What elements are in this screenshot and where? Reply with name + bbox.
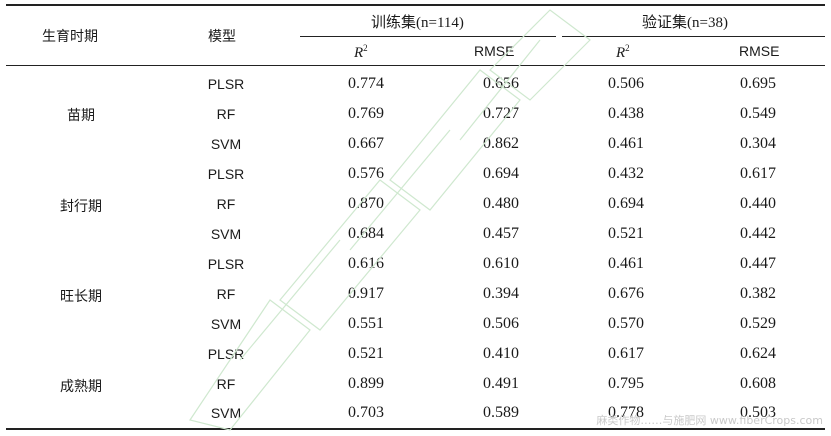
valid-group-rule [562,36,825,37]
valid-r2-cell: 0.570 [608,315,644,332]
valid-rmse-cell: 0.549 [740,105,776,122]
valid-rmse-cell: 0.695 [740,75,776,92]
r2-exponent: 2 [625,43,630,53]
train-rmse-cell: 0.394 [483,285,519,302]
train-rmse-cell: 0.694 [483,165,519,182]
bottom-rule [6,428,825,430]
valid-r2-cell: 0.617 [608,345,644,362]
train-r2-cell: 0.576 [348,165,384,182]
site-watermark: 麻类作物……与施肥网 www.fiberCrops.com [596,414,823,427]
stage-label: 旺长期 [60,289,102,305]
valid-r2-cell: 0.795 [608,375,644,392]
train-rmse-cell: 0.727 [483,105,519,122]
valid-rmse-cell: 0.617 [740,165,776,182]
train-rmse-cell: 0.480 [483,195,519,212]
train-r2-cell: 0.703 [348,404,384,421]
model-cell: RF [216,106,236,122]
header-valid-rmse: RMSE [739,43,780,59]
model-cell: PLSR [207,256,245,272]
table-row: RF 0.899 0.491 0.795 0.608 [6,369,825,399]
header-train-group: 训练集(n=114) [371,11,464,32]
valid-rmse-cell: 0.529 [740,315,776,332]
train-r2-cell: 0.769 [348,105,384,122]
model-cell: PLSR [207,346,245,362]
train-rmse-cell: 0.506 [483,315,519,332]
valid-r2-cell: 0.432 [608,165,644,182]
valid-rmse-cell: 0.304 [740,135,776,152]
results-table: 生育时期 模型 训练集(n=114) 验证集(n=38) R2 RMSE R2 … [6,0,825,436]
train-rmse-cell: 0.862 [483,135,519,152]
header-train-r2: R2 [354,43,368,62]
stage-label: 成熟期 [60,379,102,395]
top-rule [6,4,825,6]
header-stage: 生育时期 [42,29,98,45]
train-rmse-cell: 0.457 [483,225,519,242]
table-row: PLSR 0.616 0.610 0.461 0.447 [6,249,825,279]
valid-rmse-cell: 0.442 [740,225,776,242]
model-cell: SVM [210,136,242,152]
train-rmse-cell: 0.589 [483,404,519,421]
model-cell: RF [216,376,236,392]
table-row: RF 0.917 0.394 0.676 0.382 [6,279,825,309]
train-rmse-cell: 0.491 [483,375,519,392]
valid-rmse-cell: 0.447 [740,255,776,272]
model-cell: SVM [210,316,242,332]
valid-rmse-cell: 0.382 [740,285,776,302]
table-row: PLSR 0.576 0.694 0.432 0.617 [6,159,825,189]
train-r2-cell: 0.774 [348,75,384,92]
valid-r2-cell: 0.521 [608,225,644,242]
train-r2-cell: 0.551 [348,315,384,332]
train-r2-cell: 0.667 [348,135,384,152]
train-r2-cell: 0.899 [348,375,384,392]
table-row: SVM 0.551 0.506 0.570 0.529 [6,309,825,339]
model-cell: PLSR [207,76,245,92]
table-row: RF 0.870 0.480 0.694 0.440 [6,189,825,219]
model-cell: SVM [210,405,242,421]
table-row: SVM 0.684 0.457 0.521 0.442 [6,219,825,249]
table-row: RF 0.769 0.727 0.438 0.549 [6,99,825,129]
train-r2-cell: 0.521 [348,345,384,362]
valid-r2-cell: 0.438 [608,105,644,122]
valid-rmse-cell: 0.440 [740,195,776,212]
header-model: 模型 [208,29,236,45]
header-valid-group-label: 验证集(n=38) [642,15,728,31]
valid-r2-cell: 0.694 [608,195,644,212]
train-r2-cell: 0.917 [348,285,384,302]
model-cell: PLSR [207,166,245,182]
model-cell: RF [216,196,236,212]
header-rule [6,65,825,66]
header-valid-group: 验证集(n=38) [642,11,728,32]
train-r2-cell: 0.870 [348,195,384,212]
train-r2-cell: 0.616 [348,255,384,272]
r2-base: R [354,45,364,61]
header-train-rmse: RMSE [474,43,515,59]
r2-base: R [616,45,626,61]
stage-label: 苗期 [67,108,95,124]
valid-rmse-cell: 0.503 [740,404,776,421]
table-row: SVM 0.703 0.589 0.778 0.503 [6,398,825,428]
table-row: PLSR 0.521 0.410 0.617 0.624 [6,339,825,369]
valid-r2-cell: 0.778 [608,404,644,421]
header-train-group-label: 训练集(n=114) [371,15,464,31]
table-row: SVM 0.667 0.862 0.461 0.304 [6,129,825,159]
model-cell: SVM [210,226,242,242]
train-rmse-cell: 0.410 [483,345,519,362]
model-cell: RF [216,286,236,302]
valid-r2-cell: 0.461 [608,255,644,272]
header-valid-r2: R2 [616,43,630,62]
r2-exponent: 2 [363,43,368,53]
table-row: PLSR 0.774 0.656 0.506 0.695 [6,69,825,99]
valid-r2-cell: 0.461 [608,135,644,152]
valid-r2-cell: 0.676 [608,285,644,302]
valid-rmse-cell: 0.608 [740,375,776,392]
valid-r2-cell: 0.506 [608,75,644,92]
stage-label: 封行期 [60,199,102,215]
train-group-rule [300,36,556,37]
train-r2-cell: 0.684 [348,225,384,242]
valid-rmse-cell: 0.624 [740,345,776,362]
train-rmse-cell: 0.610 [483,255,519,272]
train-rmse-cell: 0.656 [483,75,519,92]
